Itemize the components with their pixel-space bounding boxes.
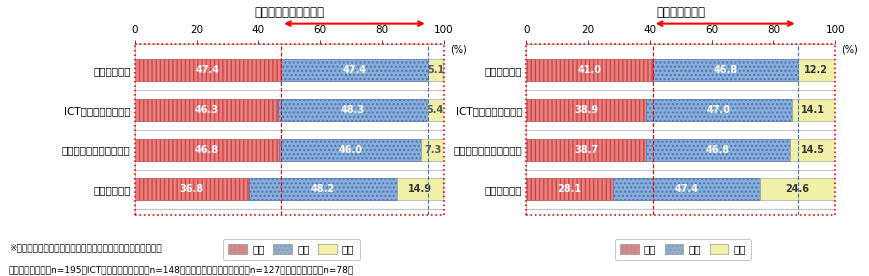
Bar [526, 139, 645, 161]
Text: 14.1: 14.1 [800, 105, 825, 115]
Text: 7.3: 7.3 [423, 145, 441, 155]
Bar [279, 139, 421, 161]
Bar [526, 139, 645, 161]
Bar [277, 99, 427, 121]
Legend: 拡大, 維持, 縮小: 拡大, 維持, 縮小 [223, 239, 359, 260]
Text: (%): (%) [449, 44, 466, 54]
Bar [791, 99, 834, 121]
Bar [281, 59, 428, 81]
Bar [613, 179, 759, 200]
Bar [277, 99, 427, 121]
Text: ※対象：今後の海外展開について「拡大」すると回答した企業: ※対象：今後の海外展開について「拡大」すると回答した企業 [9, 243, 161, 252]
Bar [279, 139, 421, 161]
Bar [613, 179, 759, 200]
Bar [135, 179, 249, 200]
Text: 46.0: 46.0 [338, 145, 362, 155]
Bar [135, 139, 279, 161]
Bar [653, 59, 797, 81]
Bar [653, 59, 797, 81]
Text: 47.4: 47.4 [342, 65, 366, 75]
Bar [645, 139, 790, 161]
Text: 47.0: 47.0 [706, 105, 730, 115]
Bar [427, 99, 443, 121]
Text: 47.4: 47.4 [196, 65, 220, 75]
Bar [646, 99, 791, 121]
Bar [645, 139, 790, 161]
Text: 28.1: 28.1 [557, 184, 581, 194]
Bar [135, 99, 277, 121]
Bar [421, 139, 443, 161]
Text: 48.2: 48.2 [310, 184, 335, 194]
Bar [526, 59, 653, 81]
Bar [397, 179, 443, 200]
Text: 36.8: 36.8 [179, 184, 203, 194]
Bar [526, 179, 613, 200]
Title: 【国内の雇用】: 【国内の雇用】 [655, 6, 705, 19]
Text: 48.3: 48.3 [340, 105, 364, 115]
Text: 5.4: 5.4 [427, 105, 443, 115]
Text: 46.8: 46.8 [713, 65, 736, 75]
Text: 14.5: 14.5 [799, 145, 824, 155]
Bar [281, 59, 428, 81]
Bar [790, 139, 834, 161]
Text: 24.6: 24.6 [785, 184, 808, 194]
Text: 41.0: 41.0 [577, 65, 601, 75]
Bar [428, 59, 443, 81]
Bar [797, 59, 834, 81]
Bar [526, 99, 646, 121]
Bar [526, 59, 653, 81]
Text: 46.3: 46.3 [194, 105, 218, 115]
Bar [135, 179, 249, 200]
Bar [526, 99, 646, 121]
Text: 5.1: 5.1 [427, 65, 444, 75]
Text: (%): (%) [840, 44, 857, 54]
Text: 38.9: 38.9 [574, 105, 598, 115]
Text: 46.8: 46.8 [706, 145, 729, 155]
Bar [135, 139, 279, 161]
Bar [135, 59, 281, 81]
Bar [759, 179, 834, 200]
Title: 【国内事業への投資】: 【国内事業への投資】 [254, 6, 324, 19]
Text: 12.2: 12.2 [804, 65, 827, 75]
Bar [646, 99, 791, 121]
Bar [249, 179, 397, 200]
Legend: 拡大, 維持, 縮小: 拡大, 維持, 縮小 [614, 239, 750, 260]
Text: 38.7: 38.7 [574, 145, 598, 155]
Text: 14.9: 14.9 [408, 184, 432, 194]
Text: （上位レイヤー：n=195、ICTサービスレイヤー：n=148、通信・通信機器レイヤー：n=127、端末レイヤー：n=78）: （上位レイヤー：n=195、ICTサービスレイヤー：n=148、通信・通信機器レ… [9, 265, 354, 274]
Bar [135, 59, 281, 81]
Text: 47.4: 47.4 [673, 184, 698, 194]
Bar [526, 179, 613, 200]
Bar [249, 179, 397, 200]
Bar [135, 99, 277, 121]
Text: 46.8: 46.8 [195, 145, 219, 155]
